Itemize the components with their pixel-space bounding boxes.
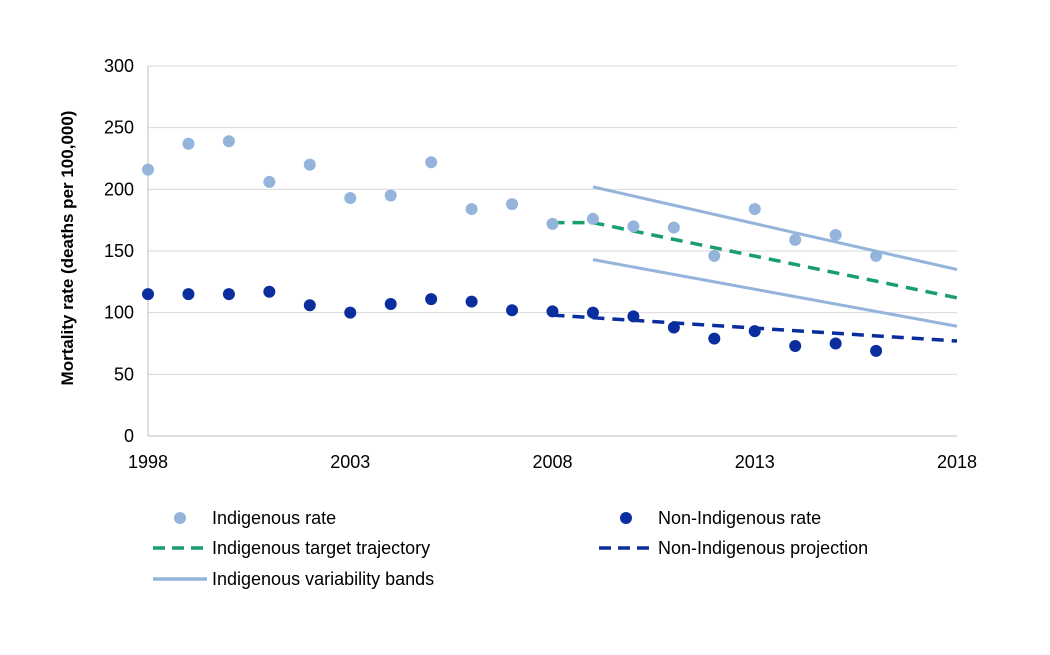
x-tick-2003: 2003 bbox=[330, 452, 370, 472]
series-1-point-2009 bbox=[586, 306, 599, 319]
legend-item-0-label: Indigenous rate bbox=[212, 508, 336, 528]
series-1-point-2003 bbox=[344, 306, 357, 319]
series-0-point-2006 bbox=[465, 203, 478, 216]
series-0-point-2010 bbox=[627, 220, 640, 233]
series-0-point-2016 bbox=[870, 249, 883, 262]
series-0-point-2009 bbox=[586, 212, 599, 225]
y-tick-300: 300 bbox=[104, 56, 134, 76]
y-tick-200: 200 bbox=[104, 179, 134, 199]
series-2-line bbox=[552, 220, 958, 300]
y-axis-label: Mortality rate (deaths per 100,000) bbox=[58, 111, 77, 386]
series-0-point-2000 bbox=[222, 135, 235, 148]
series-0-point-2011 bbox=[667, 221, 680, 234]
series-1-point-1999 bbox=[182, 288, 195, 301]
series-0-point-2013 bbox=[748, 203, 761, 216]
series-points bbox=[142, 135, 883, 357]
legend-item-4-label: Indigenous variability bands bbox=[212, 569, 434, 589]
series-5-line bbox=[592, 258, 958, 328]
y-tick-250: 250 bbox=[104, 118, 134, 138]
x-tick-2018: 2018 bbox=[937, 452, 977, 472]
legend-item-1-label: Non-Indigenous rate bbox=[658, 508, 821, 528]
series-1-point-2010 bbox=[627, 310, 640, 323]
series-1-point-2011 bbox=[667, 321, 680, 334]
series-0-point-2014 bbox=[789, 233, 802, 246]
series-1-point-2005 bbox=[425, 293, 438, 306]
series-0-point-2004 bbox=[384, 189, 397, 202]
series-1-point-2015 bbox=[829, 337, 842, 350]
series-1-point-2014 bbox=[789, 339, 802, 352]
series-1-point-2012 bbox=[708, 332, 721, 345]
series-1-point-2006 bbox=[465, 295, 478, 308]
series-0-point-2012 bbox=[708, 249, 721, 262]
tick-labels: 0 50 100 150 200 250 300 1998 2003 2008 2013 2018 bbox=[104, 56, 977, 472]
series-0-point-2007 bbox=[506, 198, 519, 211]
series-0-point-2008 bbox=[546, 217, 559, 230]
y-tick-100: 100 bbox=[104, 303, 134, 323]
series-1-point-2002 bbox=[303, 299, 316, 312]
legend-item-1-marker bbox=[620, 512, 632, 524]
series-0-point-2001 bbox=[263, 175, 276, 188]
legend-item-0-marker bbox=[174, 512, 186, 524]
series-1-point-2008 bbox=[546, 305, 559, 318]
series-0-point-2005 bbox=[425, 156, 438, 169]
series-0-point-1999 bbox=[182, 137, 195, 150]
series-0-point-1998 bbox=[142, 163, 154, 176]
series-1-point-2001 bbox=[263, 285, 276, 298]
x-tick-1998: 1998 bbox=[128, 452, 168, 472]
series-1-point-2004 bbox=[384, 298, 397, 311]
x-tick-2013: 2013 bbox=[735, 452, 775, 472]
series-1-point-2013 bbox=[748, 325, 761, 338]
y-tick-50: 50 bbox=[114, 364, 134, 384]
series-1-point-1998 bbox=[142, 288, 154, 301]
y-tick-0: 0 bbox=[124, 426, 134, 446]
series-4-line bbox=[592, 185, 958, 271]
gridlines bbox=[148, 65, 957, 375]
series-0-point-2002 bbox=[303, 158, 316, 171]
x-tick-2008: 2008 bbox=[532, 452, 572, 472]
series-1-point-2000 bbox=[222, 288, 235, 301]
series-0-point-2003 bbox=[344, 191, 357, 204]
legend: Indigenous rate Non-Indigenous rate Indige… bbox=[153, 508, 868, 589]
y-tick-150: 150 bbox=[104, 241, 134, 261]
series-1-point-2016 bbox=[870, 344, 883, 357]
axes bbox=[147, 66, 957, 437]
legend-item-3-label: Non-Indigenous projection bbox=[658, 538, 868, 558]
legend-item-2-label: Indigenous target trajectory bbox=[212, 538, 430, 558]
series-1-point-2007 bbox=[506, 304, 519, 317]
series-0-point-2015 bbox=[829, 228, 842, 241]
